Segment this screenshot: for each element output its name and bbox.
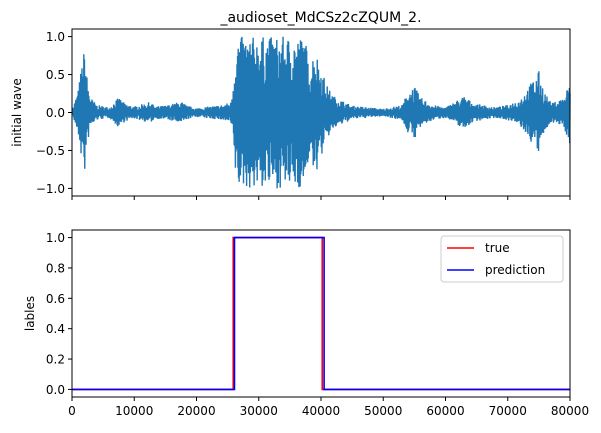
- labels-x-tick-label: 60000: [426, 404, 464, 418]
- labels-x-tick-label: 20000: [177, 404, 215, 418]
- labels-x-tick-label: 0: [68, 404, 76, 418]
- labels-x-tick-label: 30000: [240, 404, 278, 418]
- legend-label-prediction: prediction: [485, 263, 545, 277]
- chart-title: _audioset_MdCSz2cZQUM_2.: [219, 10, 421, 26]
- labels-y-tick-label: 0.8: [46, 261, 65, 275]
- legend: true prediction: [440, 235, 564, 283]
- waveform-axes: _audioset_MdCSz2cZQUM_2. −1.0 −0.5 0.0 0.5 1…: [10, 10, 571, 200]
- legend-label-true: true: [485, 241, 510, 255]
- labels-y-tick-label: 0.4: [46, 322, 65, 336]
- waveform-axes-frame: [71, 28, 571, 197]
- labels-y-tick-label: 1.0: [46, 231, 65, 245]
- waveform-ticks: −1.0 −0.5 0.0 0.5 1.0: [36, 30, 571, 200]
- labels-series: [72, 236, 570, 391]
- labels-y-tick-label: 0.0: [46, 383, 65, 397]
- waveform-y-axis-label: initial wave: [10, 78, 24, 146]
- labels-y-tick-label: 0.6: [46, 292, 65, 306]
- waveform-line: [71, 36, 571, 189]
- waveform-y-tick-label: 0.5: [46, 68, 65, 82]
- labels-x-tick-label: 40000: [302, 404, 340, 418]
- labels-y-tick-label: 0.2: [46, 353, 65, 367]
- labels-x-tick-label: 80000: [551, 404, 589, 418]
- labels-axes: 0.0 0.2 0.4 0.6 0.8 1.0 0 10000 20000 30000 40000 5…: [23, 229, 589, 418]
- waveform-y-tick-label: −1.0: [36, 182, 65, 196]
- labels-x-tick-label: 70000: [489, 404, 527, 418]
- waveform-y-tick-label: −0.5: [36, 144, 65, 158]
- labels-axes-frame: [71, 229, 571, 398]
- waveform-y-tick-label: 1.0: [46, 30, 65, 44]
- labels-y-axis-label: lables: [23, 296, 37, 331]
- waveform-series: [71, 36, 571, 189]
- labels-x-tick-label: 50000: [364, 404, 402, 418]
- labels-x-tick-label: 10000: [115, 404, 153, 418]
- waveform-y-tick-label: 0.0: [46, 106, 65, 120]
- labels-ticks: 0.0 0.2 0.4 0.6 0.8 1.0 0 10000 20000 30000 40000 5…: [46, 231, 589, 418]
- labels-line-prediction: [72, 236, 570, 391]
